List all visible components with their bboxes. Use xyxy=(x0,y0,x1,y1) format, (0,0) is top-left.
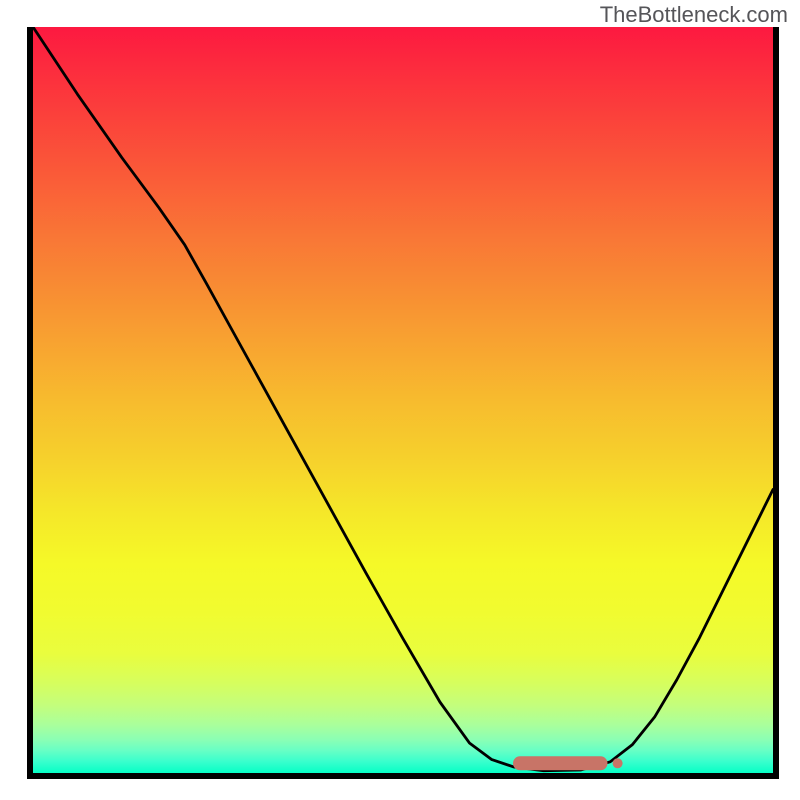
attribution-text: TheBottleneck.com xyxy=(600,2,788,28)
gradient-background xyxy=(33,27,773,773)
optimal-range-marker xyxy=(514,757,607,769)
optimal-range-dot xyxy=(613,758,623,768)
chart-svg xyxy=(27,27,779,779)
chart-area xyxy=(27,27,779,779)
